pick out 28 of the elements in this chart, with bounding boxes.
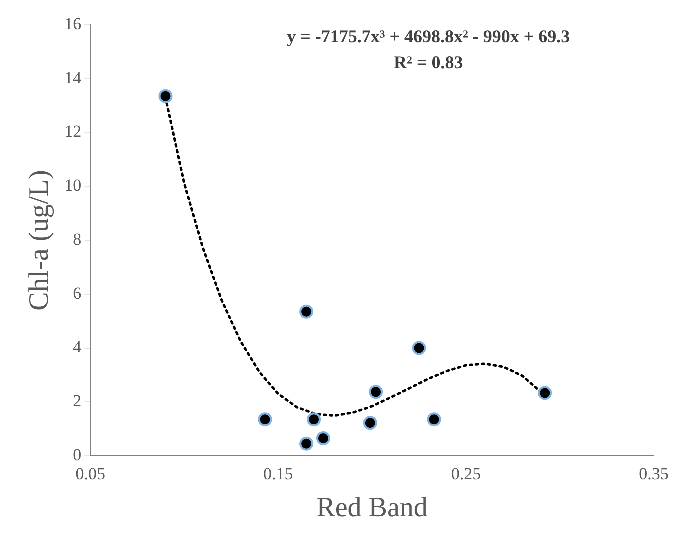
y-tick-label: 8 [73, 230, 82, 249]
point [427, 412, 442, 427]
annotation: y = -7175.7x³ + 4698.8x² - 990x + 69.3 [287, 26, 570, 47]
point [538, 386, 552, 400]
y-tick-label: 4 [73, 338, 82, 357]
x-tick-label: 0.15 [264, 464, 294, 484]
point [316, 431, 330, 446]
point [363, 416, 378, 430]
y-tick-label: 0 [73, 445, 82, 464]
point [300, 304, 314, 319]
point [412, 341, 426, 356]
point [258, 412, 272, 427]
point [307, 412, 322, 427]
y-tick-label: 10 [64, 176, 82, 196]
point [300, 436, 314, 451]
y-tick-label: 12 [64, 122, 82, 142]
y-tick-label: 2 [73, 392, 82, 411]
x-axis-title: Red Band [316, 492, 428, 524]
point [158, 89, 173, 104]
annotation: R² = 0.83 [394, 52, 464, 73]
x-tick-label: 0.25 [451, 464, 482, 484]
y-axis-title: Chl-a (ug/L) [24, 170, 56, 311]
y-tick-label: 16 [64, 14, 82, 34]
point [369, 385, 384, 400]
y-tick-label: 14 [64, 68, 82, 88]
y-tick-label: 6 [73, 284, 82, 303]
x-tick-label: 0.35 [639, 464, 669, 484]
x-tick-label: 0.05 [76, 464, 106, 484]
